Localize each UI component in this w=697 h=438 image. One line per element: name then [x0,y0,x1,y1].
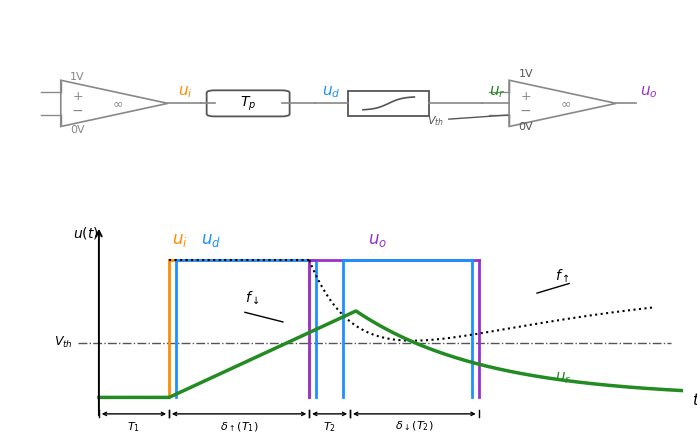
Text: $f_\uparrow$: $f_\uparrow$ [555,268,569,285]
Text: 1V: 1V [70,72,85,82]
Text: ∞: ∞ [561,97,571,110]
Text: −: − [72,104,84,118]
Text: $u_d$: $u_d$ [201,231,221,249]
Text: 0V: 0V [70,125,85,134]
Text: $u_o$: $u_o$ [367,231,387,249]
Text: $V_{th}$: $V_{th}$ [427,114,444,127]
Text: $T_1$: $T_1$ [128,420,141,434]
Text: $\delta_\uparrow(T_1)$: $\delta_\uparrow(T_1)$ [220,420,259,434]
Text: $u_r$: $u_r$ [489,85,505,100]
FancyBboxPatch shape [206,90,290,117]
Text: $\delta_\downarrow(T_2)$: $\delta_\downarrow(T_2)$ [395,420,434,433]
Text: 0V: 0V [519,122,533,132]
Text: $f_\downarrow$: $f_\downarrow$ [245,289,260,306]
Text: $u_d$: $u_d$ [322,85,340,100]
Text: $u_i$: $u_i$ [172,231,187,249]
Text: $u_i$: $u_i$ [178,85,192,100]
Text: $u_r$: $u_r$ [555,370,571,385]
Text: $V_{th}$: $V_{th}$ [54,335,72,350]
Text: ∞: ∞ [112,97,123,110]
Text: +: + [521,89,531,102]
Bar [348,91,429,116]
Text: +: + [72,89,83,102]
Text: $T_p$: $T_p$ [240,94,256,113]
Text: $u_o$: $u_o$ [640,85,657,100]
Text: −: − [520,104,532,118]
Text: 1V: 1V [519,69,533,79]
Text: $t$: $t$ [692,392,697,408]
Text: $u(t)$: $u(t)$ [72,225,98,241]
Text: $T_2$: $T_2$ [323,420,336,434]
